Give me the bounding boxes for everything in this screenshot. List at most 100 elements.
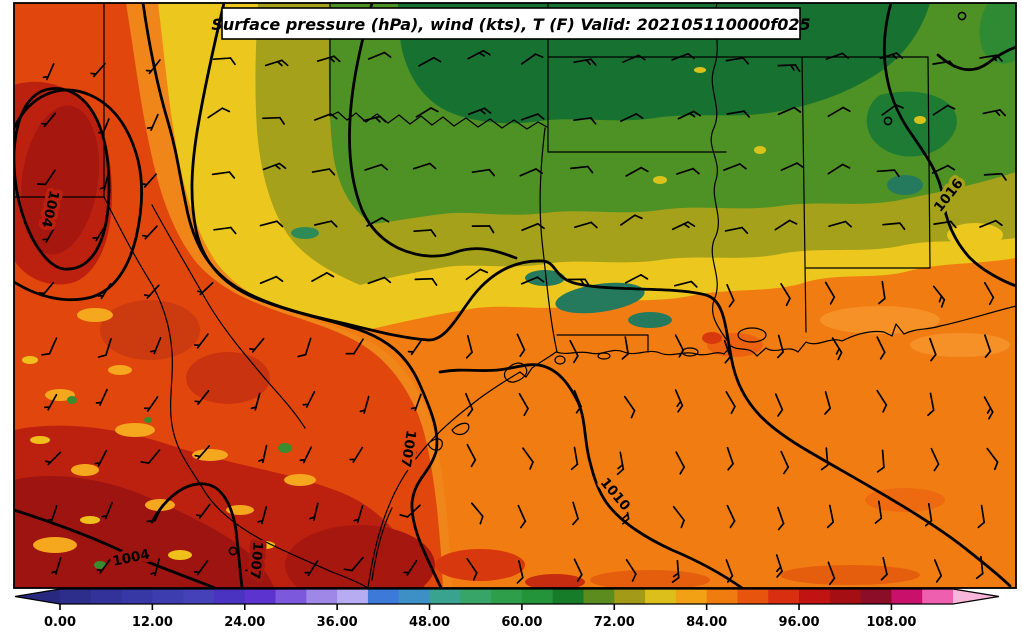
colorbar-segment: [829, 589, 862, 604]
colorbar-segment: [675, 589, 708, 604]
wind-barb: [517, 504, 527, 529]
colorbar-segment: [552, 589, 585, 604]
wind-barb: [94, 449, 108, 467]
colorbar-segment: [614, 589, 646, 604]
wind-barb: [414, 277, 438, 286]
wind-barb: [675, 451, 685, 475]
wind-barb: [573, 389, 582, 414]
wind-barb: [977, 504, 986, 529]
wind-barb: [673, 280, 698, 288]
wind-barb: [676, 167, 700, 175]
wind-barb: [40, 112, 57, 128]
wind-barb: [44, 393, 58, 411]
wind-barb: [573, 558, 583, 582]
state-border-la-ms: [556, 334, 649, 353]
state-border-ok-ar: [547, 3, 727, 153]
wind-barb: [141, 173, 157, 188]
wind-barb: [97, 338, 112, 358]
colorbar-segment: [460, 589, 492, 604]
wind-barb: [521, 222, 545, 232]
wind-barb: [827, 106, 851, 118]
isobar-1010: [438, 363, 744, 588]
wind-barb: [983, 172, 1007, 181]
wind-barb: [311, 272, 335, 282]
colorbar-tick-label: 24.00: [224, 615, 265, 630]
wind-barb: [726, 110, 750, 118]
wind-barb: [520, 113, 545, 121]
wind-barb: [465, 268, 489, 281]
wind-barb: [933, 559, 943, 583]
wind-barb: [194, 445, 211, 460]
wind-barb: [671, 221, 696, 231]
wind-barb: [41, 337, 58, 356]
wind-barb: [413, 229, 437, 238]
isobar-1008: [348, 3, 518, 260]
wind-barb: [723, 339, 732, 364]
wind-barb: [309, 502, 319, 521]
isobar-contours: [14, 3, 1016, 588]
wind-barb: [621, 336, 629, 360]
colorbar-tick-label: 48.00: [409, 615, 450, 630]
wind-barb: [467, 49, 491, 60]
wind-barb: [36, 169, 56, 186]
wind-barb: [299, 446, 313, 464]
colorbar-segment: [306, 589, 338, 604]
colorbar-segment: [521, 589, 554, 604]
wind-barb: [672, 505, 685, 529]
wind-barb: [345, 338, 364, 355]
colorbar-segment: [152, 589, 184, 604]
colorbar-tick-label: 36.00: [317, 615, 358, 630]
wind-barb: [520, 276, 545, 285]
wind-barb: [878, 280, 886, 305]
colorbar-segment: [398, 589, 431, 604]
corpus-bay: [427, 438, 443, 451]
wind-barb: [145, 59, 161, 75]
wind-barb: [570, 446, 579, 471]
wind-barb: [313, 113, 338, 121]
calcasieu-lake: [597, 352, 611, 360]
wind-barb: [624, 274, 649, 284]
map-title: Surface pressure (hPa), wind (kts), T (F…: [211, 15, 810, 34]
wind-barb: [150, 558, 161, 577]
wind-barb: [466, 443, 477, 468]
wind-barb: [780, 283, 791, 307]
wind-barb: [620, 214, 643, 226]
wind-barb: [343, 556, 364, 572]
colorbar-segment: [429, 589, 461, 604]
wind-barb: [141, 225, 158, 240]
wind-barb: [364, 163, 389, 171]
wind-barb: [516, 560, 524, 584]
wind-barb: [92, 225, 106, 242]
wind-barb: [412, 162, 437, 170]
wind-barb: [820, 447, 829, 471]
wind-barb: [876, 449, 885, 473]
wind-barb: [876, 336, 886, 360]
wind-barb: [471, 168, 496, 177]
wind-barb: [979, 219, 1003, 228]
wind-barb: [929, 337, 937, 362]
colorbar-segment: [367, 589, 400, 604]
wind-barb: [522, 447, 534, 470]
wind-barb: [824, 391, 832, 415]
wind-barb: [99, 172, 110, 191]
colorbar-segment: [337, 589, 369, 604]
wind-barb: [46, 505, 58, 524]
wind-barb: [777, 106, 802, 116]
wind-barb: [831, 337, 843, 361]
wind-barb: [573, 58, 597, 66]
colorbar-tick-label: 12.00: [132, 615, 173, 630]
colorbar-segment: [645, 589, 677, 604]
wind-barb: [726, 504, 736, 529]
wind-barb: [932, 104, 956, 116]
wind-barb: [874, 500, 883, 524]
state-border-ms-al: [801, 56, 807, 333]
wind-barb: [367, 51, 392, 60]
wind-barb: [249, 337, 265, 353]
wind-barb: [570, 165, 594, 174]
colorbar-segment: [121, 589, 153, 604]
wind-barb: [194, 389, 210, 406]
wind-barb: [96, 558, 112, 574]
matagorda-bay: [451, 422, 470, 436]
